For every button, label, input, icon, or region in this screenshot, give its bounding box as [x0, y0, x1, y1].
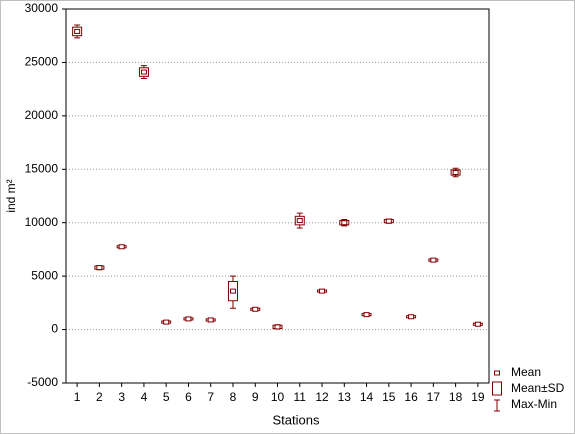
- mean-marker: [385, 218, 392, 224]
- x-axis-label: Stations: [273, 412, 320, 427]
- mean-marker: [207, 317, 214, 323]
- mean-marker: [452, 169, 459, 175]
- y-tick-label: 5000: [31, 268, 58, 282]
- x-tick-label: 13: [338, 390, 352, 404]
- mean-marker: [229, 288, 236, 294]
- x-tick-label: 10: [271, 390, 285, 404]
- legend-label: Max-Min: [511, 397, 557, 411]
- y-tick-label: 20000: [25, 108, 59, 122]
- mean-marker: [296, 218, 303, 224]
- x-tick-label: 17: [427, 390, 441, 404]
- legend-label: Mean±SD: [511, 381, 565, 395]
- mean-marker: [185, 316, 192, 322]
- y-tick-label: 0: [51, 322, 58, 336]
- mean-marker: [363, 312, 370, 318]
- x-tick-label: 12: [315, 390, 329, 404]
- x-tick-label: 16: [404, 390, 418, 404]
- x-tick-label: 11: [294, 390, 307, 404]
- x-tick-label: 19: [471, 390, 485, 404]
- y-tick-label: 25000: [25, 55, 59, 69]
- mean-marker: [474, 321, 481, 327]
- x-tick-label: 7: [207, 390, 214, 404]
- mean-marker: [74, 28, 81, 34]
- y-axis-label: ind m²: [4, 179, 18, 212]
- x-tick-label: 9: [252, 390, 259, 404]
- x-tick-label: 2: [96, 390, 103, 404]
- x-tick-label: 18: [449, 390, 463, 404]
- mean-marker: [163, 319, 170, 325]
- mean-marker: [140, 69, 147, 75]
- y-tick-label: 30000: [25, 1, 59, 15]
- x-tick-label: 15: [382, 390, 396, 404]
- mean-marker: [319, 288, 326, 294]
- x-tick-label: 5: [163, 390, 170, 404]
- x-tick-label: 3: [118, 390, 125, 404]
- mean-marker: [430, 257, 437, 263]
- y-tick-label: 10000: [25, 215, 59, 229]
- y-tick-label: 15000: [25, 161, 59, 175]
- mean-marker: [274, 324, 281, 330]
- x-tick-label: 8: [230, 390, 237, 404]
- mean-marker: [408, 314, 415, 320]
- x-tick-label: 14: [360, 390, 374, 404]
- x-tick-label: 6: [185, 390, 192, 404]
- x-tick-label: 1: [74, 390, 81, 404]
- mean-marker: [341, 220, 348, 226]
- legend-sd-icon: [492, 381, 502, 396]
- mean-marker: [252, 306, 259, 312]
- legend-label: Mean: [511, 365, 541, 379]
- y-tick-label: -5000: [27, 375, 58, 389]
- mean-marker: [118, 244, 125, 250]
- legend-mean-icon: [494, 370, 500, 376]
- x-tick-label: 4: [141, 390, 148, 404]
- mean-marker: [96, 265, 103, 271]
- legend-minmax-icon: [494, 399, 500, 412]
